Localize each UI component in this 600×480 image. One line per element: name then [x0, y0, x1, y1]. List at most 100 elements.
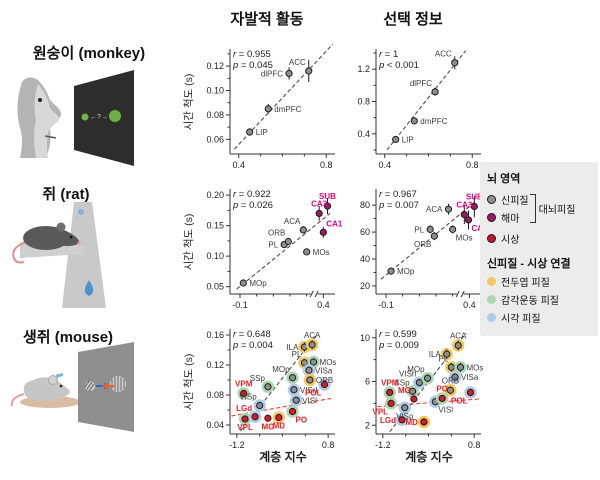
svg-text:0.4: 0.4: [378, 160, 391, 170]
svg-text:p = 0.026: p = 0.026: [232, 200, 273, 211]
svg-text:MG: MG: [398, 386, 411, 395]
visual-cortex-dot-icon: [487, 313, 496, 322]
legend-item-label: 해마: [501, 214, 520, 225]
thalamus-dot-icon: [487, 234, 496, 243]
mouse-body-icon: [23, 377, 70, 401]
mouse-headplate-icon: [55, 372, 64, 378]
svg-text:MD: MD: [405, 418, 418, 427]
svg-text:POL: POL: [451, 396, 468, 405]
svg-text:ACA: ACA: [426, 205, 443, 214]
svg-text:ORB: ORB: [316, 376, 333, 385]
svg-text:0.05: 0.05: [206, 282, 224, 292]
small-water-drop-icon: [78, 209, 84, 215]
svg-text:0.15: 0.15: [206, 221, 224, 231]
svg-text:1.2: 1.2: [357, 64, 370, 74]
svg-text:PL: PL: [439, 354, 449, 363]
svg-text:40: 40: [360, 254, 370, 264]
svg-text:MOp: MOp: [272, 365, 290, 374]
orange-arrow-head-icon: [102, 382, 108, 390]
mouse-ear-icon: [48, 375, 58, 385]
legend-item-thalamus: 시상: [487, 231, 591, 246]
svg-text:MOp: MOp: [407, 365, 425, 374]
large-grating-stripes-icon: [111, 376, 125, 392]
svg-text:p = 0.009: p = 0.009: [378, 340, 419, 351]
mouse-tail-icon: [10, 393, 25, 407]
svg-text:0.4: 0.4: [463, 300, 476, 310]
row-label-rat: 쥐 (rat): [42, 186, 90, 203]
svg-text:dmPFC: dmPFC: [420, 117, 447, 126]
sensorimotor-cortex-dot-icon: [487, 295, 496, 304]
legend-brain-region-title: 뇌 영역: [487, 173, 521, 185]
svg-text:-0.1: -0.1: [232, 300, 248, 310]
svg-text:PO: PO: [296, 416, 308, 425]
svg-text:PL: PL: [292, 350, 302, 359]
svg-text:r = 0.955: r = 0.955: [233, 49, 271, 60]
column-title-choice-information: 선택 정보: [383, 11, 443, 28]
svg-text:80: 80: [360, 200, 370, 210]
svg-text:0.4: 0.4: [232, 160, 245, 170]
rat-eye-icon: [69, 235, 73, 239]
svg-text:CA3: CA3: [311, 199, 328, 208]
svg-text:SSp: SSp: [250, 374, 266, 383]
svg-text:r = 1: r = 1: [379, 49, 398, 60]
neocortex-dot-icon: [487, 195, 496, 204]
legend-panel: 뇌 영역 신피질 해마 대뇌피질 시상 신피질 - 시상 연결 전두엽 피질: [480, 162, 598, 336]
svg-text:0.08: 0.08: [206, 390, 224, 400]
svg-text:ACA: ACA: [304, 331, 321, 340]
rat-tail-icon: [12, 241, 27, 264]
legend-item-label: 시각 피질: [501, 314, 541, 325]
large-water-drop-icon: [84, 280, 94, 296]
svg-text:0.08: 0.08: [206, 110, 224, 120]
svg-text:SSp: SSp: [394, 378, 410, 387]
plot-monkey-choice: 0.4 0.8 1.2 0.4 0.8 r = 1p < 0.001 LIP dmPFC dlP…: [357, 49, 481, 170]
svg-text:LGd: LGd: [236, 404, 252, 413]
mouse-illustration: [10, 342, 134, 432]
legend-item-frontal-cortex: 전두엽 피질: [487, 274, 591, 289]
rat-head-icon: [60, 230, 80, 247]
svg-text:ILA: ILA: [429, 350, 442, 359]
svg-text:-0.1: -0.1: [378, 300, 394, 310]
svg-text:VPM: VPM: [235, 380, 253, 389]
svg-text:MOp: MOp: [397, 267, 415, 276]
svg-text:-1.2: -1.2: [229, 440, 245, 450]
svg-text:2: 2: [365, 420, 370, 430]
row-label-mouse: 생쥐 (mouse): [22, 329, 114, 346]
svg-text:0.12: 0.12: [206, 360, 224, 370]
svg-text:dlPFC: dlPFC: [410, 79, 432, 88]
svg-text:0.4: 0.4: [357, 129, 370, 139]
svg-text:SUB: SUB: [466, 193, 483, 202]
svg-text:VISrl: VISrl: [300, 386, 318, 395]
hippocampus-dot-icon: [487, 213, 496, 222]
svg-text:r = 0.599: r = 0.599: [379, 329, 417, 340]
svg-text:PL: PL: [268, 241, 278, 250]
rat-track-icon: [62, 202, 106, 308]
svg-text:0.8: 0.8: [357, 97, 370, 107]
svg-text:10: 10: [360, 333, 370, 343]
column-title-spontaneous-activity: 자발적 활동: [230, 11, 304, 28]
svg-text:MD: MD: [273, 422, 286, 431]
large-target-dot-icon: [109, 110, 121, 122]
svg-text:0.8: 0.8: [320, 160, 333, 170]
svg-text:VPL: VPL: [237, 423, 253, 432]
svg-text:MOs: MOs: [456, 233, 473, 242]
svg-text:ACC: ACC: [435, 50, 452, 59]
svg-text:0.8: 0.8: [466, 160, 479, 170]
rat-ear-icon: [56, 222, 66, 232]
svg-text:MOs: MOs: [320, 358, 337, 367]
legend-connection-title: 신피질 - 시상 연결: [487, 258, 571, 270]
svg-text:ORB: ORB: [414, 240, 431, 249]
svg-text:0.20: 0.20: [206, 190, 224, 200]
svg-text:VISa: VISa: [461, 373, 479, 382]
rat-body-icon: [23, 226, 69, 250]
rat-illustration: [12, 202, 106, 308]
svg-text:CA1: CA1: [326, 219, 343, 228]
svg-text:0.10: 0.10: [206, 251, 224, 261]
frontal-cortex-dot-icon: [487, 277, 496, 286]
svg-text:LGd: LGd: [380, 416, 396, 425]
small-grating-stripes-icon: [84, 379, 95, 392]
small-target-dot-icon: [81, 113, 89, 121]
svg-text:MG: MG: [261, 422, 274, 431]
svg-text:VISl: VISl: [302, 396, 317, 405]
